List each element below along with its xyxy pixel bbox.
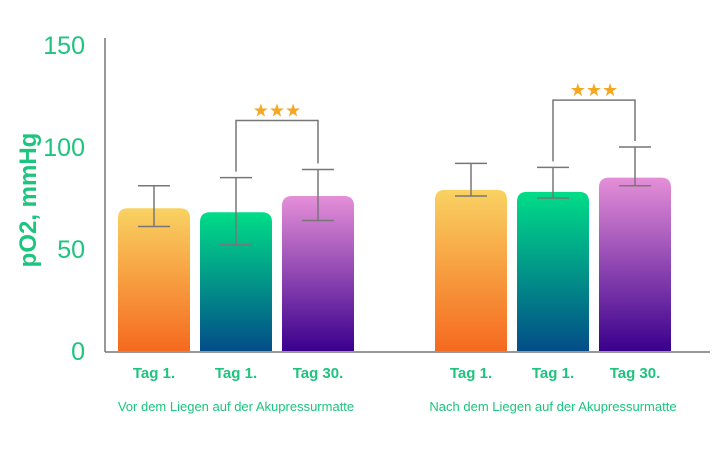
- x-tick-label: Tag 1.: [215, 365, 257, 382]
- group-label: Vor dem Liegen auf der Akupressurmatte: [118, 399, 354, 414]
- significance-stars: ★★★: [253, 100, 301, 120]
- x-tick-label: Tag 30.: [293, 365, 344, 382]
- significance-stars: ★★★: [570, 80, 618, 100]
- x-tick-label: Tag 1.: [133, 365, 175, 382]
- bar: [599, 177, 671, 351]
- x-tick-label: Tag 1.: [450, 365, 492, 382]
- y-axis-label: pO2, mmHg: [15, 133, 42, 268]
- group-label: Nach dem Liegen auf der Akupressurmatte: [429, 399, 676, 414]
- bar: [200, 212, 272, 351]
- y-tick-label: 150: [43, 32, 85, 60]
- significance-bracket: [552, 99, 636, 162]
- bar: [118, 208, 190, 351]
- bar: [517, 191, 589, 351]
- y-tick-label: 0: [71, 338, 85, 366]
- y-tick-label: 100: [43, 134, 85, 162]
- significance-bracket: [235, 119, 319, 172]
- bar: [435, 189, 507, 351]
- x-tick-label: Tag 1.: [532, 365, 574, 382]
- bar: [282, 195, 354, 351]
- y-tick-label: 50: [57, 236, 85, 264]
- x-tick-label: Tag 30.: [610, 365, 661, 382]
